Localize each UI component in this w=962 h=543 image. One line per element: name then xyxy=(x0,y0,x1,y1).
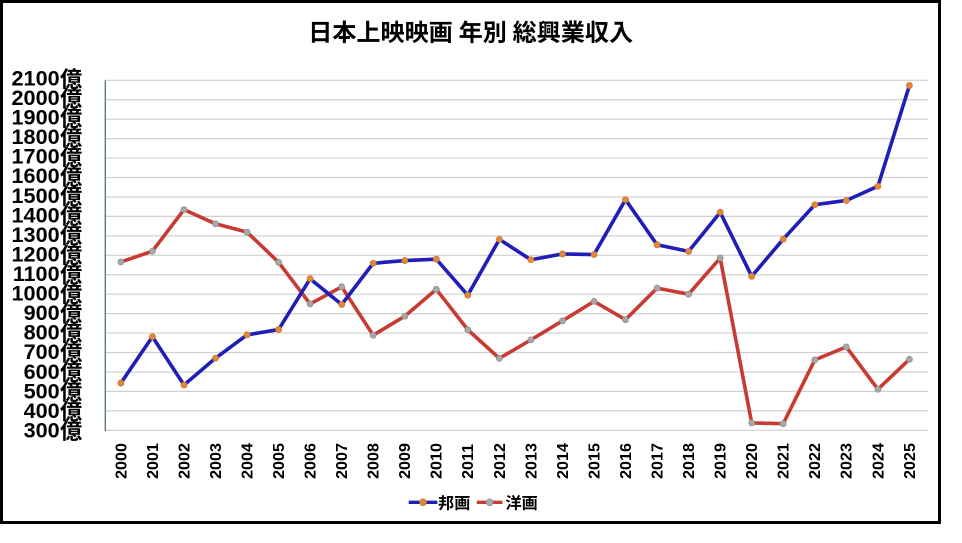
svg-text:2010: 2010 xyxy=(428,443,446,479)
svg-text:2016: 2016 xyxy=(617,443,635,479)
svg-text:2015: 2015 xyxy=(585,443,603,479)
svg-text:500: 500 xyxy=(24,378,60,403)
svg-text:1600: 1600 xyxy=(12,163,60,188)
svg-text:2011: 2011 xyxy=(459,444,477,479)
svg-text:2023: 2023 xyxy=(838,443,856,479)
svg-text:2000: 2000 xyxy=(112,443,130,479)
svg-text:1900: 1900 xyxy=(12,105,60,130)
svg-text:2002: 2002 xyxy=(175,443,193,479)
svg-text:1200: 1200 xyxy=(12,242,60,267)
svg-text:2009: 2009 xyxy=(396,443,414,479)
svg-text:2013: 2013 xyxy=(522,443,540,479)
svg-text:2014: 2014 xyxy=(554,443,572,479)
svg-text:1500: 1500 xyxy=(12,183,60,208)
svg-text:900: 900 xyxy=(24,300,60,325)
svg-text:2003: 2003 xyxy=(207,443,225,479)
svg-text:2021: 2021 xyxy=(775,443,793,479)
svg-text:2025: 2025 xyxy=(901,443,919,479)
svg-text:1400: 1400 xyxy=(12,202,60,227)
svg-text:2007: 2007 xyxy=(333,443,351,479)
svg-text:2005: 2005 xyxy=(270,443,288,479)
svg-text:700: 700 xyxy=(24,339,60,364)
svg-text:2017: 2017 xyxy=(649,443,667,479)
svg-text:400: 400 xyxy=(24,398,60,423)
svg-text:600: 600 xyxy=(24,359,60,384)
svg-text:2000: 2000 xyxy=(12,85,60,110)
svg-text:2001: 2001 xyxy=(144,443,162,479)
svg-text:1300: 1300 xyxy=(12,222,60,247)
svg-text:2008: 2008 xyxy=(365,443,383,479)
svg-text:2012: 2012 xyxy=(491,443,509,479)
svg-text:2006: 2006 xyxy=(302,443,320,479)
svg-text:2022: 2022 xyxy=(806,443,824,479)
svg-text:2020: 2020 xyxy=(743,443,761,479)
svg-text:2004: 2004 xyxy=(239,443,257,479)
svg-text:1700: 1700 xyxy=(12,144,60,169)
svg-text:2019: 2019 xyxy=(712,443,730,479)
svg-text:800: 800 xyxy=(24,320,60,345)
svg-text:1000: 1000 xyxy=(12,281,60,306)
svg-text:2100: 2100 xyxy=(12,66,60,91)
svg-text:2024: 2024 xyxy=(869,443,887,479)
svg-text:1100: 1100 xyxy=(13,261,60,286)
svg-text:1800: 1800 xyxy=(12,124,60,149)
svg-text:2018: 2018 xyxy=(680,443,698,479)
svg-text:300: 300 xyxy=(24,417,60,442)
